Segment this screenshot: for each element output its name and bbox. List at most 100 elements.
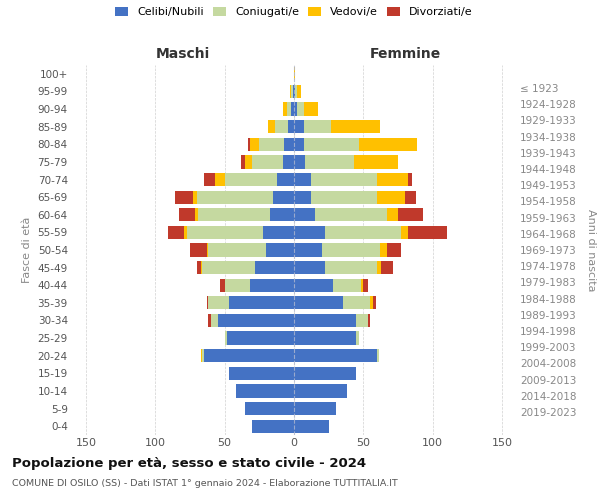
Bar bbox=[315, 208, 387, 222]
Bar bbox=[294, 366, 356, 380]
Bar bbox=[271, 208, 294, 222]
Bar bbox=[291, 102, 294, 116]
Bar bbox=[179, 208, 196, 222]
Bar bbox=[382, 261, 392, 274]
Bar bbox=[304, 102, 317, 116]
Bar bbox=[196, 208, 198, 222]
Bar bbox=[294, 349, 377, 362]
Bar bbox=[236, 384, 294, 398]
Bar bbox=[304, 120, 331, 134]
Bar bbox=[250, 278, 294, 292]
Bar bbox=[325, 261, 377, 274]
Bar bbox=[201, 349, 202, 362]
Bar bbox=[229, 366, 294, 380]
Bar bbox=[227, 332, 294, 344]
Bar bbox=[356, 314, 368, 327]
Bar bbox=[294, 173, 311, 186]
Bar bbox=[245, 156, 253, 168]
Bar bbox=[373, 296, 376, 310]
Bar bbox=[206, 244, 208, 256]
Bar bbox=[218, 314, 294, 327]
Y-axis label: Anni di nascita: Anni di nascita bbox=[586, 209, 596, 291]
Bar bbox=[283, 102, 287, 116]
Bar bbox=[294, 138, 304, 151]
Bar bbox=[359, 138, 418, 151]
Bar bbox=[204, 349, 294, 362]
Bar bbox=[294, 244, 322, 256]
Bar bbox=[294, 384, 347, 398]
Bar bbox=[368, 314, 370, 327]
Bar bbox=[229, 296, 294, 310]
Bar bbox=[248, 138, 250, 151]
Bar bbox=[377, 190, 405, 204]
Bar bbox=[294, 102, 297, 116]
Bar bbox=[297, 85, 301, 98]
Bar bbox=[197, 190, 273, 204]
Bar bbox=[294, 278, 333, 292]
Bar bbox=[311, 190, 377, 204]
Bar bbox=[305, 156, 353, 168]
Bar bbox=[294, 332, 356, 344]
Bar bbox=[401, 226, 408, 239]
Bar bbox=[331, 120, 380, 134]
Bar bbox=[283, 156, 294, 168]
Bar bbox=[273, 190, 294, 204]
Bar bbox=[190, 244, 206, 256]
Bar bbox=[311, 173, 377, 186]
Bar bbox=[297, 102, 304, 116]
Bar bbox=[295, 85, 297, 98]
Bar bbox=[253, 420, 294, 433]
Bar bbox=[294, 156, 305, 168]
Text: COMUNE DI OSILO (SS) - Dati ISTAT 1° gennaio 2024 - Elaborazione TUTTITALIA.IT: COMUNE DI OSILO (SS) - Dati ISTAT 1° gen… bbox=[12, 478, 398, 488]
Bar bbox=[398, 208, 423, 222]
Bar bbox=[356, 332, 359, 344]
Bar bbox=[343, 296, 370, 310]
Bar bbox=[187, 226, 263, 239]
Bar bbox=[277, 173, 294, 186]
Bar bbox=[294, 261, 325, 274]
Bar bbox=[289, 120, 294, 134]
Bar bbox=[380, 244, 387, 256]
Bar bbox=[294, 420, 329, 433]
Text: Femmine: Femmine bbox=[370, 48, 440, 62]
Bar bbox=[245, 402, 294, 415]
Bar bbox=[202, 261, 255, 274]
Bar bbox=[325, 226, 401, 239]
Y-axis label: Fasce di età: Fasce di età bbox=[22, 217, 32, 283]
Bar bbox=[198, 208, 271, 222]
Bar bbox=[293, 85, 294, 98]
Bar bbox=[377, 261, 382, 274]
Bar bbox=[294, 85, 295, 98]
Bar bbox=[263, 226, 294, 239]
Bar bbox=[215, 173, 224, 186]
Bar bbox=[204, 173, 215, 186]
Bar bbox=[224, 173, 277, 186]
Bar bbox=[175, 190, 193, 204]
Bar bbox=[197, 261, 201, 274]
Bar bbox=[206, 296, 208, 310]
Bar bbox=[284, 138, 294, 151]
Text: Maschi: Maschi bbox=[156, 48, 210, 62]
Bar bbox=[405, 190, 416, 204]
Bar bbox=[361, 278, 364, 292]
Bar bbox=[377, 173, 408, 186]
Bar bbox=[294, 120, 304, 134]
Bar bbox=[193, 190, 197, 204]
Bar bbox=[290, 85, 291, 98]
Bar bbox=[202, 349, 204, 362]
Bar bbox=[208, 296, 229, 310]
Bar bbox=[241, 156, 245, 168]
Bar bbox=[364, 278, 368, 292]
Bar bbox=[208, 244, 266, 256]
Bar bbox=[333, 278, 361, 292]
Bar bbox=[370, 296, 373, 310]
Bar bbox=[322, 244, 380, 256]
Legend: Celibi/Nubili, Coniugati/e, Vedovi/e, Divorziati/e: Celibi/Nubili, Coniugati/e, Vedovi/e, Di… bbox=[111, 2, 477, 22]
Bar bbox=[294, 314, 356, 327]
Bar bbox=[291, 85, 293, 98]
Bar bbox=[224, 278, 250, 292]
Bar bbox=[253, 156, 283, 168]
Bar bbox=[294, 67, 295, 80]
Bar bbox=[208, 314, 211, 327]
Bar bbox=[255, 261, 294, 274]
